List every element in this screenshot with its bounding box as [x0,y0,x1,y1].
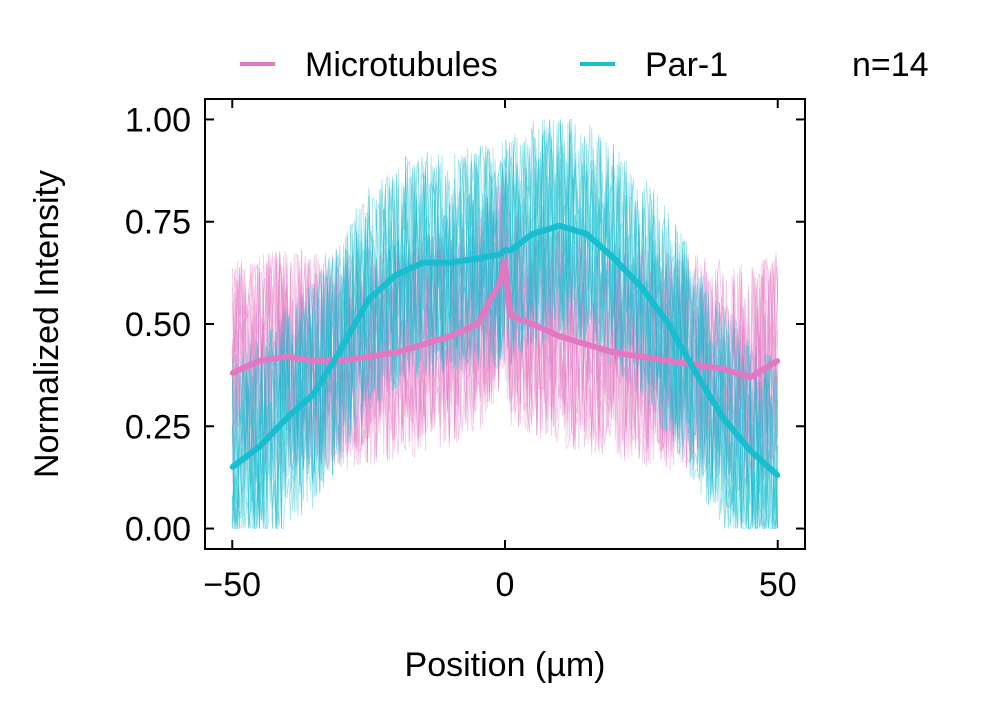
mean-point-0-5 [366,354,372,360]
xtick-label-1: 0 [496,566,515,604]
sample-size-annotation: n=14 [852,46,929,84]
mean-point-0-18 [666,358,672,364]
mean-point-1-21 [747,448,753,454]
mean-point-1-2 [284,415,290,421]
mean-point-0-13 [529,321,535,327]
mean-point-1-0 [229,464,235,470]
legend-label-0: Microtubules [305,46,498,84]
trace-1-6 [231,122,779,529]
trace-1-4 [231,119,779,529]
xtick-label-0: −50 [203,566,261,604]
ytick-label-1: 0.25 [125,408,191,446]
mean-point-1-9 [475,256,481,262]
mean-point-1-3 [311,391,317,397]
mean-point-1-7 [420,260,426,266]
mean-point-1-5 [366,296,372,302]
mean-point-1-1 [257,444,263,450]
mean-lines [229,222,781,478]
mean-point-0-8 [447,333,453,339]
mean-point-1-17 [638,284,644,290]
tick-labels: −50 0 50 0.00 0.25 0.50 0.75 1.00 [125,101,797,604]
mean-point-1-19 [693,370,699,376]
trace-0-4 [231,174,779,481]
mean-point-0-7 [420,341,426,347]
mean-point-0-20 [720,366,726,372]
mean-point-0-9 [475,321,481,327]
mean-point-0-22 [775,358,781,364]
axis-ticks [205,99,805,549]
trace-1-3 [231,128,779,530]
trace-0-8 [231,183,779,481]
mean-point-1-8 [447,260,453,266]
mean-point-0-3 [311,358,317,364]
mean-point-0-1 [257,358,263,364]
individual-traces [231,119,779,530]
ytick-label-0: 0.00 [125,511,191,549]
mean-point-0-17 [638,354,644,360]
mean-point-1-6 [393,272,399,278]
legend-label-1: Par-1 [645,46,728,84]
mean-point-1-15 [584,231,590,237]
trace-0-1 [231,201,779,485]
trace-0-2 [231,204,779,477]
mean-point-0-0 [229,370,235,376]
xtick-label-2: 50 [759,566,797,604]
trace-1-2 [231,119,779,529]
mean-point-0-10 [497,280,503,286]
mean-point-1-13 [529,231,535,237]
trace-1-7 [231,119,779,529]
mean-point-1-11 [502,247,508,253]
mean-point-1-12 [507,247,513,253]
mean-point-0-16 [611,350,617,356]
x-axis-label: Position (µm) [405,646,606,684]
trace-1-8 [231,121,779,530]
mean-point-0-11 [502,260,508,266]
mean-point-1-20 [720,415,726,421]
mean-point-1-18 [666,321,672,327]
mean-point-0-12 [507,313,513,319]
trace-1-0 [231,128,779,529]
trace-0-3 [232,185,779,480]
mean-point-0-14 [557,333,563,339]
y-axis-label: Normalized Intensity [28,170,66,478]
trace-0-0 [231,181,779,473]
trace-1-5 [231,119,779,529]
mean-point-1-14 [557,223,563,229]
ytick-label-3: 0.75 [125,204,191,242]
mean-point-1-16 [611,256,617,262]
mean-point-1-4 [338,346,344,352]
mean-point-0-6 [393,350,399,356]
trace-1-10 [231,119,779,529]
mean-point-1-22 [775,472,781,478]
legend: Microtubules Par-1 [240,46,728,84]
mean-point-0-2 [284,354,290,360]
trace-1-1 [231,119,779,529]
mean-point-1-10 [497,251,503,257]
ytick-label-4: 1.00 [125,101,191,139]
ytick-label-2: 0.50 [125,306,191,344]
mean-point-0-15 [584,341,590,347]
trace-1-11 [231,119,779,529]
mean-point-0-21 [747,374,753,380]
mean-point-0-4 [338,358,344,364]
